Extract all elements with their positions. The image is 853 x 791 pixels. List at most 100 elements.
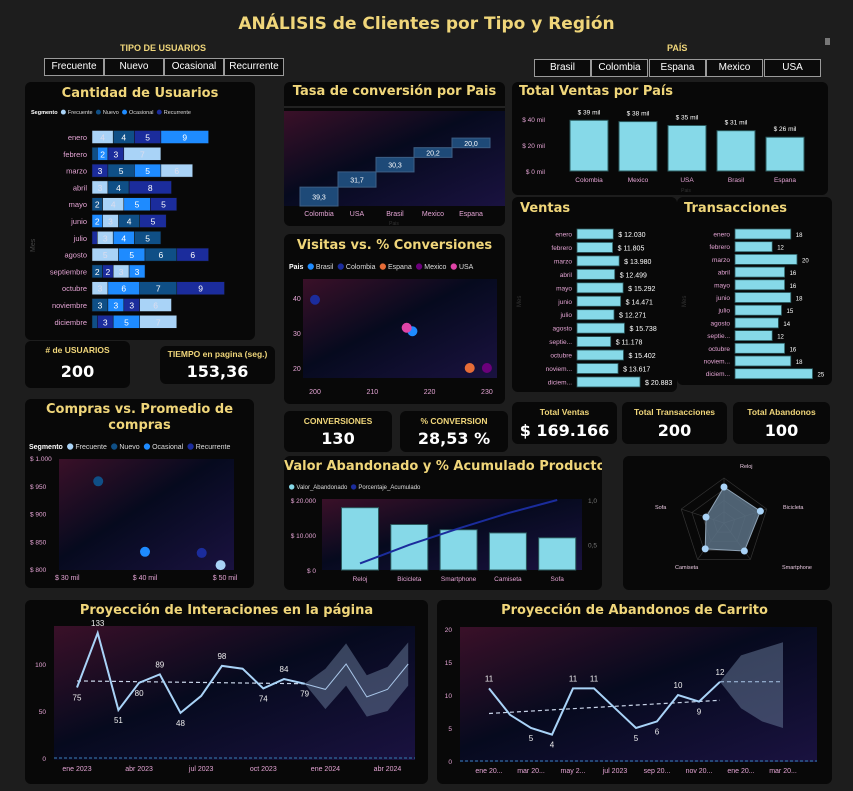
abandonado-chart-panel: Valor Abandonado y % Acumulado Producto … xyxy=(284,456,602,590)
chart-svg: 39,3 Colombia 31,7 USA 30,3 Brasil 20,2 Mexico 2… xyxy=(284,106,505,226)
radar-point[interactable] xyxy=(720,483,728,491)
data-label: 7 xyxy=(156,317,161,327)
chart-svg: Reloj Bicicleta Smartphone Camiseta Sofa xyxy=(655,464,812,571)
kpi-usuarios: # de USUARIOS 200 xyxy=(25,341,130,388)
x-tick-label: 200 xyxy=(309,389,321,396)
pais-filter-button[interactable]: Colombia xyxy=(591,59,648,77)
y-tick-label: 30 xyxy=(293,331,301,338)
scrollbar[interactable] xyxy=(825,38,830,45)
month-label: noviembre xyxy=(52,301,87,310)
scatter-point[interactable] xyxy=(481,363,492,373)
legend-marker-icon xyxy=(350,484,357,490)
legend-marker-icon xyxy=(67,443,74,450)
bar xyxy=(576,242,614,253)
legend-label: Pais xyxy=(289,264,304,271)
data-label: 4 xyxy=(100,133,105,143)
scatter-point[interactable] xyxy=(464,363,475,373)
bar-segment xyxy=(134,231,162,245)
legend-item: Frecuente xyxy=(68,110,93,116)
radar-point[interactable] xyxy=(701,545,709,553)
radar-grid xyxy=(680,477,768,560)
scatter-point[interactable] xyxy=(93,476,104,487)
month-label: diciem... xyxy=(706,371,730,378)
y-tick-label: $ 800 xyxy=(30,567,47,574)
tipo-filter-button[interactable]: Nuevo xyxy=(104,58,164,76)
x-tick-label: ene 2023 xyxy=(62,766,91,773)
bar xyxy=(734,368,813,380)
chart-svg: Pais Brasil Colombia Espana Mexico USA 20 30 40 2… xyxy=(289,263,497,396)
bar xyxy=(734,254,798,265)
data-label: 4 xyxy=(121,133,126,143)
data-label: 6 xyxy=(153,301,158,311)
tipo-filter-button[interactable]: Recurrente xyxy=(224,58,284,76)
pais-filter-label: PAÍS xyxy=(667,43,688,53)
chart-svg: Segmento Frecuente Nuevo Ocasional Recurrent… xyxy=(29,443,238,582)
radar-point[interactable] xyxy=(756,507,764,515)
data-label: 11 xyxy=(485,674,494,683)
radar-point[interactable] xyxy=(740,547,748,555)
kpi-tiempo: TIEMPO en pagina (seg.) 153,36 xyxy=(160,346,275,384)
data-label: $ 15.292 xyxy=(628,286,655,293)
legend-item: Colombia xyxy=(346,264,376,271)
category-label: Mexico xyxy=(628,177,649,184)
data-label: $ 12.030 xyxy=(618,232,645,239)
data-label: 2 xyxy=(106,267,111,277)
radar-area xyxy=(704,486,761,552)
data-label: 18 xyxy=(796,233,803,239)
data-label: 16 xyxy=(790,347,797,353)
bar xyxy=(576,363,619,374)
month-label: mayo xyxy=(714,282,730,289)
month-label: abril xyxy=(560,272,573,279)
pais-filter-button[interactable]: Brasil xyxy=(534,59,591,77)
bar xyxy=(734,266,785,278)
bar xyxy=(341,507,379,571)
kpi-label: % CONVERSION xyxy=(420,416,488,426)
month-label: septiembre xyxy=(50,267,87,276)
data-label: $ 15.402 xyxy=(628,353,655,360)
data-label: 12 xyxy=(716,668,725,677)
pais-filter-button[interactable]: Espana xyxy=(649,59,706,77)
scatter-point[interactable] xyxy=(310,294,320,305)
bar xyxy=(734,355,792,367)
data-label: 15 xyxy=(787,309,794,315)
scatter-point[interactable] xyxy=(401,322,412,333)
scatter-point[interactable] xyxy=(196,547,207,558)
bar xyxy=(734,292,792,303)
radar-label: Reloj xyxy=(740,464,753,470)
data-label: 6 xyxy=(121,284,126,294)
legend-marker-icon xyxy=(307,263,314,270)
data-label: $ 13.617 xyxy=(623,367,650,374)
pais-filter-button[interactable]: Mexico xyxy=(706,59,763,77)
data-label: 3 xyxy=(103,317,108,327)
data-label: 39,3 xyxy=(312,195,326,202)
bar xyxy=(716,130,756,172)
data-label: 5 xyxy=(129,250,134,260)
month-label: junio xyxy=(70,217,87,226)
data-label: 4 xyxy=(550,741,555,750)
kpi-label: # de USUARIOS xyxy=(45,345,110,355)
radar-point[interactable] xyxy=(702,513,710,521)
bar xyxy=(488,532,527,571)
bar xyxy=(576,228,614,240)
forecast-band xyxy=(720,642,783,728)
month-label: agosto xyxy=(64,251,87,260)
data-label: 4 xyxy=(111,200,116,210)
data-label: 25 xyxy=(818,373,825,379)
radar-chart-panel: Reloj Bicicleta Smartphone Camiseta Sofa xyxy=(623,456,830,590)
month-label: abril xyxy=(73,183,88,192)
scatter-point[interactable] xyxy=(215,560,226,571)
x-tick-label: may 2... xyxy=(561,768,586,775)
category-label: Bicicleta xyxy=(397,576,422,583)
y-tick-label: 0 xyxy=(42,756,46,763)
dashboard-title: ANÁLISIS de Clientes por Tipo y Región xyxy=(238,14,615,34)
data-label: 5 xyxy=(119,166,124,176)
pais-filter-button[interactable]: USA xyxy=(764,59,821,77)
data-label: 20,0 xyxy=(464,141,478,148)
compras-chart-title: Compras vs. Promedio de compras xyxy=(45,402,234,433)
tipo-filter-button[interactable]: Frecuente xyxy=(44,58,104,76)
data-label: 3 xyxy=(98,166,103,176)
category-label: Reloj xyxy=(353,576,368,583)
tipo-filter-button[interactable]: Ocasional xyxy=(164,58,224,76)
month-label: enero xyxy=(713,232,730,239)
scatter-point[interactable] xyxy=(140,546,150,557)
